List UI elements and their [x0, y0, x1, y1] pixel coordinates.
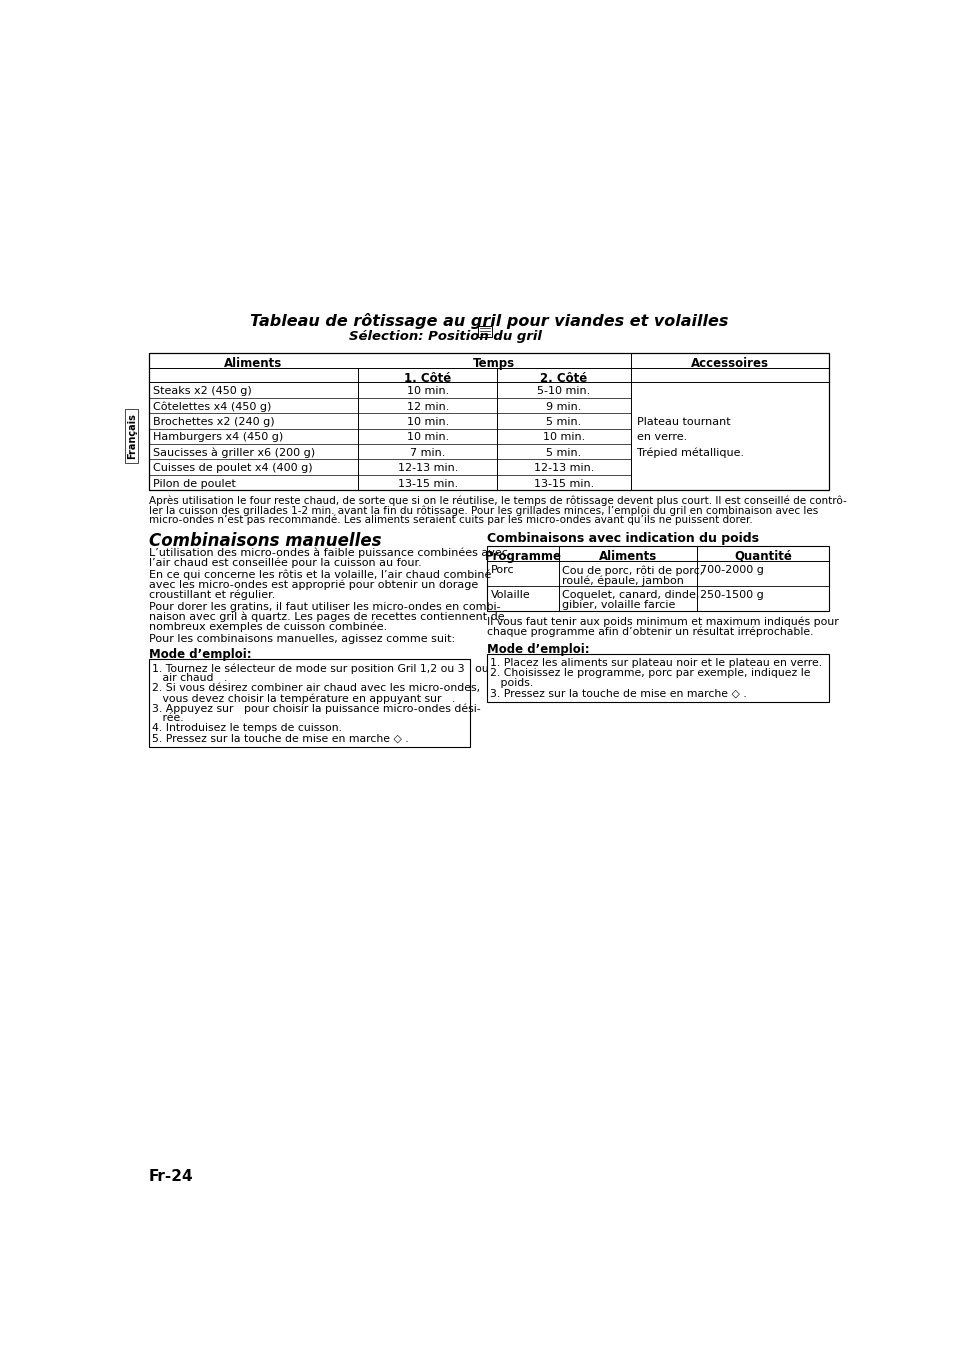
- Text: 5 min.: 5 min.: [546, 417, 581, 427]
- Text: Aliments: Aliments: [598, 550, 656, 563]
- Text: 13-15 min.: 13-15 min.: [534, 478, 594, 489]
- Text: 10 min.: 10 min.: [406, 386, 448, 396]
- Text: Français: Français: [127, 413, 136, 459]
- Text: Cuisses de poulet x4 (400 g): Cuisses de poulet x4 (400 g): [153, 463, 313, 473]
- Text: En ce qui concerne les rôtis et la volaille, l’air chaud combiné: En ce qui concerne les rôtis et la volai…: [149, 570, 491, 581]
- Text: 3. Pressez sur la touche de mise en marche ◇ .: 3. Pressez sur la touche de mise en marc…: [490, 689, 746, 698]
- Text: Trépied métallique.: Trépied métallique.: [637, 447, 743, 458]
- Text: 5-10 min.: 5-10 min.: [537, 386, 590, 396]
- Bar: [149, 659, 470, 747]
- Bar: [487, 654, 828, 701]
- Text: roulé, épaule, jambon: roulé, épaule, jambon: [561, 576, 683, 586]
- Text: gibier, volaille farcie: gibier, volaille farcie: [561, 600, 675, 609]
- Text: Pour les combinaisons manuelles, agissez comme suit:: Pour les combinaisons manuelles, agissez…: [149, 634, 455, 643]
- Text: Mode d’emploi:: Mode d’emploi:: [487, 643, 589, 657]
- Text: Volaille: Volaille: [490, 590, 530, 600]
- Text: Quantité: Quantité: [733, 550, 791, 563]
- Text: Accessoires: Accessoires: [690, 358, 768, 370]
- Text: 250-1500 g: 250-1500 g: [699, 590, 762, 600]
- Text: Pilon de poulet: Pilon de poulet: [153, 478, 236, 489]
- Text: 700-2000 g: 700-2000 g: [699, 565, 762, 576]
- Bar: [487, 546, 828, 611]
- Text: 7 min.: 7 min.: [410, 447, 445, 458]
- Text: Sélection: Position du gril: Sélection: Position du gril: [348, 330, 541, 343]
- Text: 10 min.: 10 min.: [542, 432, 584, 442]
- Text: air chaud   .: air chaud .: [152, 673, 227, 684]
- Text: chaque programme afin d’obtenir un résultat irréprochable.: chaque programme afin d’obtenir un résul…: [487, 627, 813, 638]
- Text: l’air chaud est conseillée pour la cuisson au four.: l’air chaud est conseillée pour la cuiss…: [149, 557, 421, 567]
- Text: Plateau tournant: Plateau tournant: [637, 417, 730, 427]
- Text: 5. Pressez sur la touche de mise en marche ◇ .: 5. Pressez sur la touche de mise en marc…: [152, 734, 408, 743]
- Bar: [149, 353, 828, 490]
- Text: 12-13 min.: 12-13 min.: [534, 463, 594, 473]
- Text: poids.: poids.: [490, 678, 533, 689]
- Text: Combinaisons manuelles: Combinaisons manuelles: [149, 532, 381, 550]
- Text: croustillant et régulier.: croustillant et régulier.: [149, 589, 274, 600]
- Bar: [125, 409, 137, 463]
- Text: 10 min.: 10 min.: [406, 432, 448, 442]
- Bar: [477, 326, 492, 336]
- Text: Porc: Porc: [490, 565, 514, 576]
- Text: Mode d’emploi:: Mode d’emploi:: [149, 648, 251, 661]
- Text: 1. Placez les aliments sur plateau noir et le plateau en verre.: 1. Placez les aliments sur plateau noir …: [490, 658, 821, 669]
- Text: 5 min.: 5 min.: [546, 447, 581, 458]
- Text: 13-15 min.: 13-15 min.: [397, 478, 457, 489]
- Text: vous devez choisir la température en appuyant sur   .: vous devez choisir la température en app…: [152, 693, 455, 704]
- Text: Après utilisation le four reste chaud, de sorte que si on le réutilise, le temps: Après utilisation le four reste chaud, d…: [149, 496, 845, 507]
- Text: Brochettes x2 (240 g): Brochettes x2 (240 g): [153, 417, 274, 427]
- Text: Coquelet, canard, dinde,: Coquelet, canard, dinde,: [561, 590, 699, 600]
- Text: 2. Si vous désirez combiner air chaud avec les micro-ondes,: 2. Si vous désirez combiner air chaud av…: [152, 684, 479, 693]
- Text: Côtelettes x4 (450 g): Côtelettes x4 (450 g): [153, 401, 272, 412]
- Text: naison avec gril à quartz. Les pages de recettes contiennent de: naison avec gril à quartz. Les pages de …: [149, 612, 504, 621]
- Text: Fr-24: Fr-24: [149, 1169, 193, 1185]
- Text: 4. Introduisez le temps de cuisson.: 4. Introduisez le temps de cuisson.: [152, 723, 341, 734]
- Text: 2. Choisissez le programme, porc par exemple, indiquez le: 2. Choisissez le programme, porc par exe…: [490, 669, 810, 678]
- Text: micro-ondes n’est pas recommandé. Les aliments seraient cuits par les micro-onde: micro-ondes n’est pas recommandé. Les al…: [149, 515, 752, 526]
- Text: 1. Tournez le sélecteur de mode sur position Gril 1,2 ou 3   ou: 1. Tournez le sélecteur de mode sur posi…: [152, 663, 488, 674]
- Text: Programme: Programme: [484, 550, 561, 563]
- Text: Saucisses à griller x6 (200 g): Saucisses à griller x6 (200 g): [153, 447, 315, 458]
- Text: Il vous faut tenir aux poids minimum et maximum indiqués pour: Il vous faut tenir aux poids minimum et …: [487, 617, 839, 627]
- Text: 12-13 min.: 12-13 min.: [397, 463, 457, 473]
- Text: 9 min.: 9 min.: [546, 401, 581, 412]
- Text: Tableau de rôtissage au gril pour viandes et volailles: Tableau de rôtissage au gril pour viande…: [250, 313, 727, 330]
- Text: 12 min.: 12 min.: [406, 401, 449, 412]
- Text: Pour dorer les gratins, il faut utiliser les micro-ondes en combi-: Pour dorer les gratins, il faut utiliser…: [149, 601, 499, 612]
- Text: Aliments: Aliments: [224, 358, 282, 370]
- Text: 10 min.: 10 min.: [406, 417, 448, 427]
- Text: 1. Côté: 1. Côté: [404, 372, 451, 385]
- Text: avec les micro-ondes est approprié pour obtenir un dorage: avec les micro-ondes est approprié pour …: [149, 580, 477, 590]
- Text: 2. Côté: 2. Côté: [540, 372, 587, 385]
- Text: en verre.: en verre.: [637, 432, 686, 442]
- Text: rée.: rée.: [152, 713, 183, 723]
- Text: Steaks x2 (450 g): Steaks x2 (450 g): [153, 386, 252, 396]
- Text: 3. Appuyez sur   pour choisir la puissance micro-ondes dési-: 3. Appuyez sur pour choisir la puissance…: [152, 704, 480, 713]
- Text: nombreux exemples de cuisson combinée.: nombreux exemples de cuisson combinée.: [149, 621, 387, 631]
- Text: Cou de porc, rôti de porc,: Cou de porc, rôti de porc,: [561, 565, 702, 576]
- Text: Combinaisons avec indication du poids: Combinaisons avec indication du poids: [487, 532, 759, 544]
- Text: Hamburgers x4 (450 g): Hamburgers x4 (450 g): [153, 432, 283, 442]
- Text: Temps: Temps: [473, 357, 515, 370]
- Text: L’utilisation des micro-ondes à faible puissance combinées avec: L’utilisation des micro-ondes à faible p…: [149, 547, 507, 558]
- Text: ler la cuisson des grillades 1-2 min. avant la fin du rôtissage. Pour les grilla: ler la cuisson des grillades 1-2 min. av…: [149, 505, 817, 516]
